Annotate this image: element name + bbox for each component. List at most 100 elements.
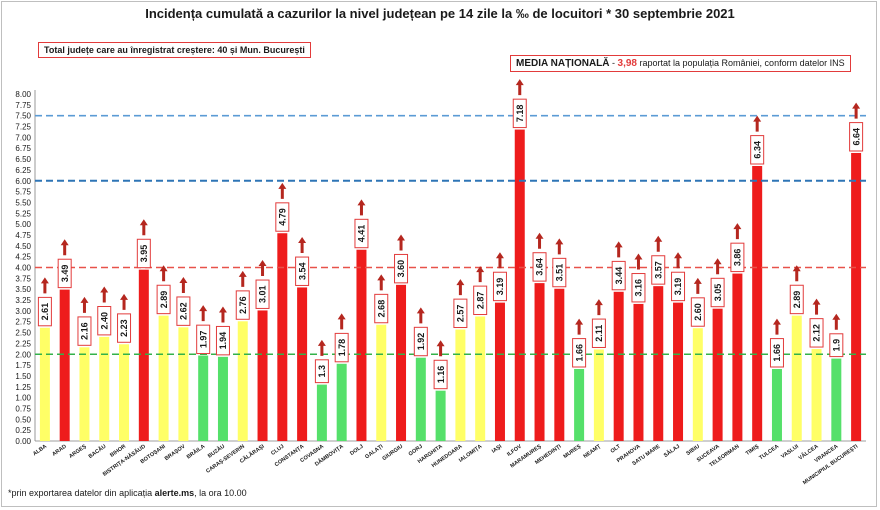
increase-arrow-icon bbox=[654, 235, 663, 252]
value-label-group: 1.16 bbox=[433, 359, 448, 390]
y-tick-label: 5.00 bbox=[15, 220, 31, 229]
increase-arrow-icon bbox=[357, 199, 366, 216]
value-label-box bbox=[255, 279, 270, 309]
bar bbox=[752, 166, 763, 441]
value-label-group: 1.66 bbox=[572, 338, 587, 368]
y-tick-label: 4.00 bbox=[15, 264, 31, 273]
bar bbox=[277, 233, 288, 441]
value-label-box bbox=[631, 273, 646, 303]
increase-arrow-icon bbox=[535, 232, 544, 249]
value-label-group: 1.3 bbox=[314, 359, 329, 384]
value-label-box bbox=[492, 271, 507, 302]
value-label-box bbox=[37, 296, 52, 327]
category-label: BRAȘOV bbox=[164, 444, 187, 463]
y-tick-label: 2.00 bbox=[15, 350, 31, 359]
value-label-box bbox=[314, 359, 329, 384]
increase-arrow-icon bbox=[456, 279, 465, 296]
value-label-box bbox=[552, 257, 567, 288]
bar bbox=[593, 349, 604, 441]
value-label-box bbox=[849, 122, 864, 152]
value-label-box bbox=[532, 252, 547, 282]
national-average-value: 3,98 bbox=[617, 58, 637, 69]
value-label: 1.9 bbox=[832, 339, 842, 352]
value-label-box bbox=[690, 297, 705, 327]
value-label-group: 3.60 bbox=[394, 253, 409, 284]
value-label-box bbox=[215, 325, 230, 356]
category-label: DOLJ bbox=[349, 444, 364, 457]
value-label-group: 3.19 bbox=[492, 271, 507, 302]
category-label: ALBA bbox=[32, 444, 48, 458]
value-label-group: 1.94 bbox=[215, 325, 230, 356]
increase-arrow-icon bbox=[792, 265, 801, 282]
increase-arrow-icon bbox=[772, 318, 781, 335]
bar bbox=[39, 327, 50, 441]
category-label: GORJ bbox=[408, 444, 424, 458]
y-tick-label: 6.25 bbox=[15, 166, 31, 175]
national-average-suffix: raportat la populația României, conform … bbox=[636, 58, 845, 68]
category-label: CLUJ bbox=[270, 444, 285, 457]
value-label: 3.86 bbox=[733, 249, 743, 267]
category-label: TIMIȘ bbox=[745, 444, 761, 458]
value-label-box bbox=[671, 271, 686, 302]
category-label: ARGEȘ bbox=[68, 444, 88, 460]
increase-arrow-icon bbox=[753, 115, 762, 132]
bar bbox=[851, 152, 862, 442]
value-label-box bbox=[136, 238, 151, 269]
value-label: 2.60 bbox=[693, 303, 703, 321]
value-label: 3.95 bbox=[139, 245, 149, 263]
y-tick-label: 6.75 bbox=[15, 144, 31, 153]
value-label: 1.92 bbox=[416, 333, 426, 351]
value-label-box bbox=[156, 284, 171, 315]
y-tick-label: 4.50 bbox=[15, 242, 31, 251]
bar bbox=[771, 368, 782, 441]
y-tick-label: 4.25 bbox=[15, 253, 31, 262]
value-label-box bbox=[374, 293, 389, 324]
bar bbox=[178, 327, 189, 441]
increase-arrow-icon bbox=[832, 313, 841, 330]
value-label: 3.57 bbox=[653, 261, 663, 279]
value-label: 3.19 bbox=[495, 278, 505, 296]
chart-title: Incidența cumulată a cazurilor la nivel … bbox=[145, 6, 735, 21]
value-label: 1.66 bbox=[772, 344, 782, 362]
bar bbox=[415, 357, 426, 441]
increase-arrow-icon bbox=[238, 270, 247, 287]
value-label-box bbox=[512, 98, 527, 129]
value-label-group: 3.86 bbox=[730, 242, 745, 273]
y-tick-label: 0.25 bbox=[15, 426, 31, 435]
value-label: 1.78 bbox=[337, 339, 347, 357]
value-label-group: 3.54 bbox=[295, 256, 310, 286]
value-label: 1.3 bbox=[317, 365, 327, 378]
increase-arrow-icon bbox=[476, 266, 485, 283]
y-tick-label: 3.50 bbox=[15, 285, 31, 294]
total-counties-box: Total județe care au înregistrat creșter… bbox=[38, 42, 311, 58]
increase-arrow-icon bbox=[555, 238, 564, 255]
y-tick-label: 7.50 bbox=[15, 112, 31, 121]
value-label: 3.64 bbox=[535, 258, 545, 276]
bar bbox=[158, 315, 169, 441]
value-label: 6.64 bbox=[851, 128, 861, 146]
value-label: 2.11 bbox=[594, 325, 604, 342]
value-label-group: 2.16 bbox=[77, 316, 92, 346]
increase-arrow-icon bbox=[495, 252, 504, 269]
value-label-box bbox=[117, 313, 132, 343]
increase-arrow-icon bbox=[100, 286, 109, 303]
value-label: 2.57 bbox=[456, 305, 466, 323]
increase-arrow-icon bbox=[199, 305, 208, 322]
increase-arrow-icon bbox=[634, 253, 643, 270]
increase-arrow-icon bbox=[60, 239, 69, 256]
value-label: 1.16 bbox=[436, 366, 446, 384]
bar bbox=[673, 302, 684, 441]
value-label-group: 2.76 bbox=[235, 290, 250, 320]
value-label: 3.49 bbox=[60, 265, 70, 283]
y-tick-label: 8.00 bbox=[15, 90, 31, 99]
value-label-box bbox=[97, 306, 112, 336]
bar bbox=[633, 303, 644, 441]
value-label: 1.97 bbox=[198, 331, 208, 349]
increase-arrow-icon bbox=[614, 241, 623, 258]
value-label-group: 7.18 bbox=[512, 98, 527, 129]
bar bbox=[534, 283, 545, 441]
category-label: IAȘI bbox=[491, 443, 504, 454]
bar bbox=[79, 347, 90, 441]
